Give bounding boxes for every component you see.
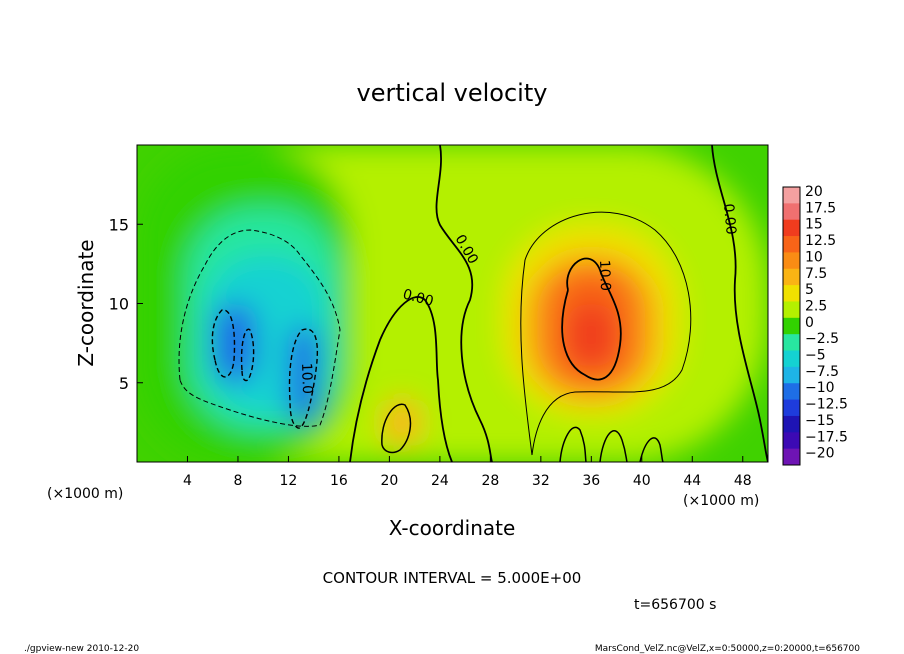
colorbar-label: −17.5 bbox=[805, 429, 848, 445]
contour-label: 10.0 bbox=[298, 363, 315, 395]
x-tick-label: 4 bbox=[183, 473, 192, 489]
x-unit-right: (×1000 m) bbox=[683, 493, 759, 509]
colorbar-swatch bbox=[783, 187, 800, 204]
colorbar-swatch bbox=[783, 236, 800, 253]
chart-title: vertical velocity bbox=[357, 79, 548, 107]
y-tick-label: 10 bbox=[109, 295, 129, 314]
field-cell bbox=[566, 303, 617, 367]
colorbar-swatch bbox=[783, 285, 800, 302]
colorbar-label: −12.5 bbox=[805, 397, 848, 413]
contour-zero-right bbox=[711, 145, 768, 462]
x-axis: 4 8 12 16 20 24 28 32 36 40 44 48 bbox=[183, 456, 752, 489]
field-cell bbox=[383, 398, 421, 447]
contour-neg-ten-right bbox=[288, 328, 319, 429]
x-tick-label: 48 bbox=[734, 473, 752, 489]
x-tick-label: 32 bbox=[532, 473, 550, 489]
colorbar-label: 20 bbox=[805, 184, 823, 200]
colorbar-label: 7.5 bbox=[805, 266, 827, 282]
colorbar-label: −15 bbox=[805, 413, 835, 429]
contour-lines bbox=[178, 145, 768, 462]
contour-lower-lobe-b bbox=[599, 430, 628, 462]
colorbar-swatch bbox=[783, 301, 800, 319]
x-tick-label: 12 bbox=[280, 473, 298, 489]
contour-label: 0.00 bbox=[720, 203, 739, 235]
colorbar-swatch bbox=[783, 399, 800, 417]
colorbar-swatch bbox=[783, 334, 800, 352]
x-tick-label: 24 bbox=[431, 473, 449, 489]
contour-neg-ten-left bbox=[211, 309, 236, 378]
field-layer bbox=[137, 145, 768, 462]
colorbar-label: −10 bbox=[805, 380, 835, 396]
colorbar-label: 12.5 bbox=[805, 233, 836, 249]
contour-neg-five-left bbox=[178, 229, 341, 427]
colorbar-swatch bbox=[783, 366, 800, 384]
contour-five-right bbox=[520, 211, 692, 456]
colorbar-label: −20 bbox=[805, 446, 835, 462]
x-tick-label: 44 bbox=[683, 473, 701, 489]
colorbar-label: 5 bbox=[805, 282, 814, 298]
time-label: t=656700 s bbox=[634, 597, 716, 613]
colorbar-label: −2.5 bbox=[805, 331, 839, 347]
colorbar-label: 2.5 bbox=[805, 298, 827, 314]
colorbar-label: −7.5 bbox=[805, 364, 839, 380]
colorbar-swatch bbox=[783, 415, 800, 433]
contour-lower-lobe-a bbox=[559, 426, 587, 462]
x-tick-label: 28 bbox=[481, 473, 499, 489]
colorbar-swatch bbox=[783, 383, 800, 401]
colorbar-swatch bbox=[783, 252, 800, 270]
y-tick-label: 5 bbox=[119, 374, 129, 393]
contour-neg-ten-mid bbox=[240, 328, 255, 382]
colorbar-swatch bbox=[783, 317, 800, 335]
plot-area: 0.00 0.00 0.00 10.0 10.0 bbox=[137, 145, 768, 462]
x-tick-label: 20 bbox=[380, 473, 398, 489]
x-tick-label: 36 bbox=[582, 473, 600, 489]
colorbar-label: 17.5 bbox=[805, 200, 836, 216]
contour-five-small bbox=[381, 403, 412, 454]
contour-zero-middle bbox=[435, 145, 493, 462]
colorbar-swatch bbox=[783, 203, 800, 221]
colorbar-swatch bbox=[783, 448, 800, 466]
contour-ten-right bbox=[561, 257, 622, 381]
footer-left: ./gpview-new 2010-12-20 bbox=[24, 644, 139, 654]
contour-zero-left bbox=[349, 296, 453, 462]
colorbar-label: 0 bbox=[805, 315, 814, 331]
y-axis: 5 10 15 bbox=[109, 215, 143, 393]
x-tick-label: 40 bbox=[633, 473, 651, 489]
y-axis-label: Z-coordinate bbox=[74, 239, 98, 366]
colorbar-label: 10 bbox=[805, 249, 823, 265]
colorbar-frame bbox=[782, 186, 801, 466]
colorbar-swatch bbox=[783, 268, 800, 286]
y-tick-label: 15 bbox=[109, 215, 129, 234]
contour-label: 10.0 bbox=[596, 260, 613, 292]
field-cell bbox=[288, 327, 320, 423]
colorbar-swatch bbox=[783, 219, 800, 237]
contour-label: 0.00 bbox=[401, 286, 435, 310]
colorbar-label: −5 bbox=[805, 348, 826, 364]
footer-right: MarsCond_VelZ.nc@VelZ,x=0:50000,z=0:2000… bbox=[595, 644, 860, 654]
colorbar: 2017.51512.5107.552.50−2.5−5−7.5−10−12.5… bbox=[782, 184, 848, 466]
colorbar-swatch bbox=[783, 350, 800, 368]
x-tick-label: 16 bbox=[330, 473, 348, 489]
contour-lower-lobe-c bbox=[639, 437, 664, 462]
x-axis-label: X-coordinate bbox=[389, 516, 516, 540]
x-unit-left: (×1000 m) bbox=[47, 486, 123, 502]
x-tick-label: 8 bbox=[233, 473, 242, 489]
contour-interval-note: CONTOUR INTERVAL = 5.000E+00 bbox=[323, 569, 582, 587]
colorbar-label: 15 bbox=[805, 217, 823, 233]
colorbar-swatch bbox=[783, 432, 800, 450]
